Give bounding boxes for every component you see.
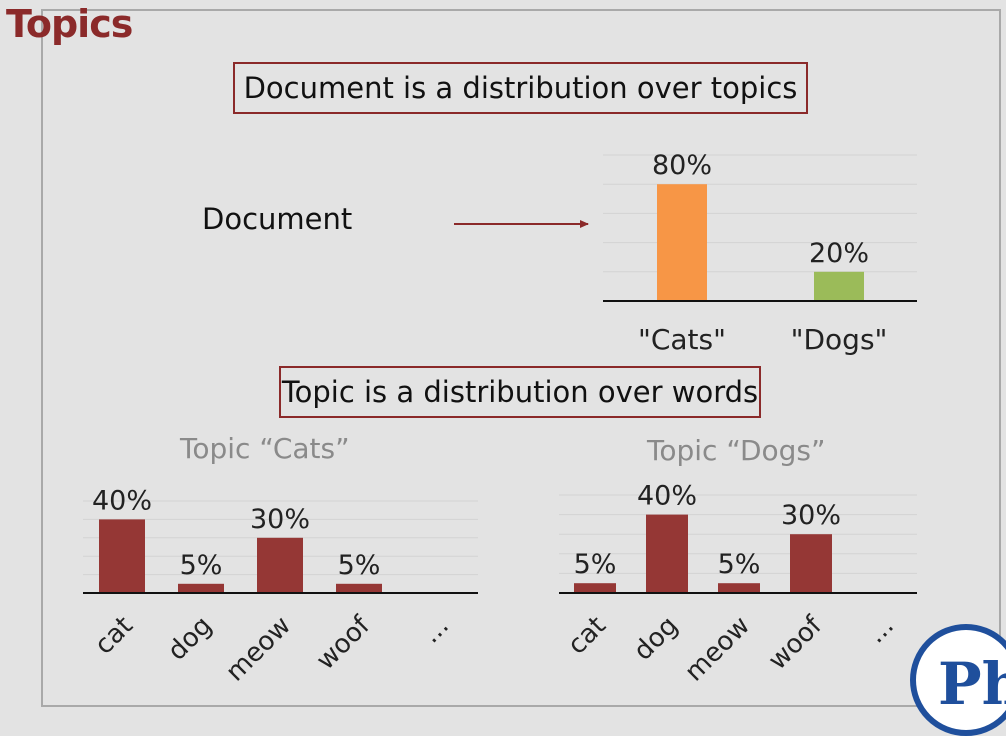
- university-logo: Ph: [910, 624, 1006, 736]
- bar: [336, 583, 382, 593]
- data-label: 30%: [781, 500, 841, 531]
- topic-dogs-chart: 5% cat 40% dog 5% meow 30% woof...: [559, 481, 917, 688]
- data-label: 5%: [180, 550, 223, 581]
- data-label: 80%: [652, 150, 712, 181]
- tick-label: ...: [861, 611, 900, 650]
- topic-cats-title: Topic “Cats”: [180, 432, 350, 465]
- charts-canvas: 80%"Cats"20%"Dogs" 40%cat5%dog30%meow5%w…: [83, 150, 917, 688]
- document-topics-box: Document is a distribution over topics: [233, 62, 808, 114]
- svg-text:Ph: Ph: [938, 650, 1006, 718]
- tick-label: "Cats": [638, 323, 726, 356]
- bar: [574, 583, 616, 593]
- slide-frame: [41, 9, 1001, 707]
- data-label: 5%: [718, 549, 761, 580]
- page-title: Topics: [6, 2, 133, 46]
- tick-label: meow: [679, 611, 756, 688]
- topic-cats-chart: 40% cat 5% dog 30% meow 5% woof...: [83, 485, 478, 687]
- topic-words-box: Topic is a distribution over words: [279, 366, 761, 418]
- tick-label: dog: [628, 611, 684, 667]
- tick-label: meow: [220, 611, 297, 688]
- bar: [646, 514, 688, 593]
- tick-label: "Dogs": [791, 323, 888, 356]
- bar: [657, 184, 707, 301]
- bar: [814, 271, 864, 301]
- data-label: 20%: [809, 238, 869, 269]
- data-label: 40%: [637, 481, 697, 512]
- bar: [790, 534, 832, 593]
- data-label: 30%: [250, 504, 310, 535]
- tick-label: ...: [416, 611, 455, 650]
- tick-label: dog: [162, 611, 218, 667]
- bar: [257, 537, 303, 593]
- bar: [99, 519, 145, 593]
- data-label: 40%: [92, 485, 152, 516]
- tick-label: cat: [562, 611, 612, 661]
- data-label: 5%: [574, 549, 617, 580]
- tick-label: woof: [763, 610, 829, 676]
- topic-dogs-title: Topic “Dogs”: [647, 434, 826, 467]
- logo-mark-icon: Ph: [938, 650, 1006, 718]
- tick-label: woof: [311, 610, 377, 676]
- bar: [718, 583, 760, 593]
- topic-distribution-chart: 80% "Cats" 20% "Dogs": [603, 150, 917, 356]
- document-label: Document: [202, 202, 353, 236]
- bar: [178, 583, 224, 593]
- tick-label: cat: [89, 611, 139, 661]
- data-label: 5%: [338, 550, 381, 581]
